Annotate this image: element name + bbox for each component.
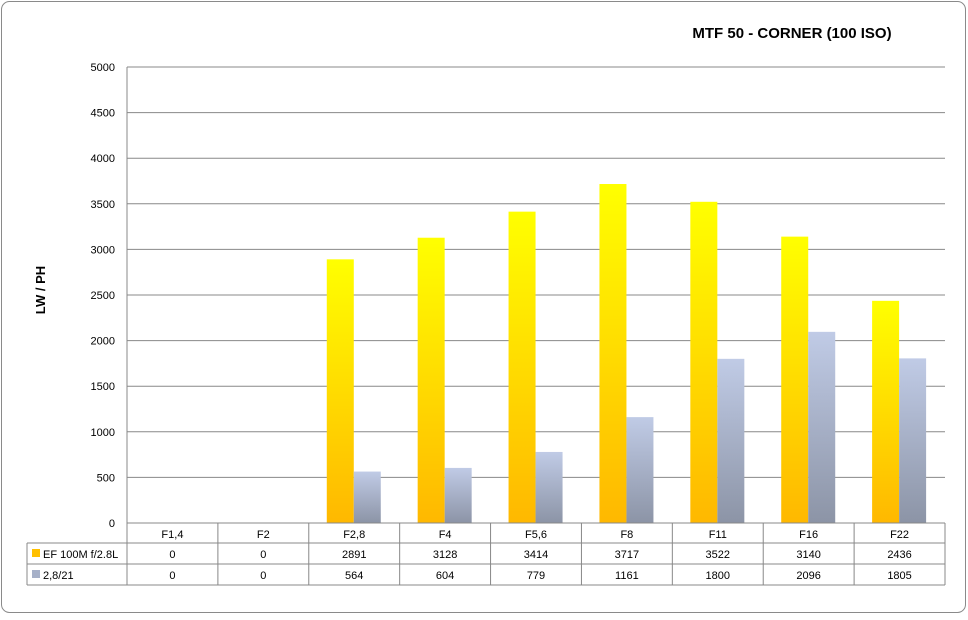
data-table-value: 2436 — [887, 549, 911, 561]
y-tick-label: 3000 — [91, 244, 115, 256]
x-tick-label: F4 — [439, 529, 452, 541]
data-table-value: 0 — [169, 549, 175, 561]
data-table-value: 0 — [260, 549, 266, 561]
y-tick-label: 1500 — [91, 381, 115, 393]
y-tick-label: 5000 — [91, 62, 115, 74]
x-tick-label: F11 — [709, 529, 727, 541]
bar-2-8-21-F8 — [626, 417, 654, 523]
bar-2-8-21-F16 — [808, 331, 836, 523]
data-table-value: 1805 — [887, 570, 911, 582]
data-table-value: 779 — [527, 570, 545, 582]
x-tick-label: F1,4 — [161, 529, 183, 541]
bar-ef100m-F22 — [872, 300, 900, 523]
data-table-value: 3414 — [524, 549, 548, 561]
y-axis-label: LW / PH — [33, 266, 48, 314]
data-table-value: 2096 — [796, 570, 820, 582]
legend-entry: EF 100M f/2.8L — [43, 549, 118, 561]
bar-ef100m-F2,8 — [326, 259, 354, 523]
y-tick-label: 1000 — [91, 427, 115, 439]
x-tick-label: F16 — [799, 529, 818, 541]
y-tick-label: 500 — [97, 472, 115, 484]
y-tick-label: 2500 — [91, 290, 115, 302]
x-tick-label: F5,6 — [525, 529, 547, 541]
y-tick-label: 4000 — [91, 153, 115, 165]
data-table-value: 0 — [260, 570, 266, 582]
bar-2-8-21-F4 — [444, 467, 472, 523]
y-tick-label: 0 — [109, 518, 115, 530]
bar-ef100m-F11 — [690, 201, 718, 524]
data-table-value: 1800 — [706, 570, 730, 582]
legend-entry: 2,8/21 — [43, 570, 74, 582]
data-table-value: 604 — [436, 570, 454, 582]
y-tick-label: 3500 — [91, 199, 115, 211]
bar-ef100m-F16 — [781, 236, 809, 523]
data-table-value: 2891 — [342, 549, 366, 561]
chart-title: MTF 50 - CORNER (100 ISO) — [692, 25, 891, 42]
data-table-value: 0 — [169, 570, 175, 582]
x-tick-label: F2 — [257, 529, 270, 541]
x-tick-label: F8 — [620, 529, 633, 541]
bar-2-8-21-F11 — [717, 358, 745, 523]
bar-2-8-21-F2,8 — [353, 471, 381, 523]
bar-2-8-21-F22 — [899, 358, 927, 523]
x-tick-label: F22 — [890, 529, 909, 541]
bar-ef100m-F4 — [417, 237, 445, 524]
bar-2-8-21-F5,6 — [535, 451, 563, 523]
y-tick-label: 4500 — [91, 108, 115, 120]
legend-swatch — [32, 570, 40, 578]
y-tick-label: 2000 — [91, 336, 115, 348]
data-table-value: 3128 — [433, 549, 457, 561]
data-table-value: 3717 — [615, 549, 639, 561]
x-tick-label: F2,8 — [343, 529, 365, 541]
bar-ef100m-F5,6 — [508, 211, 536, 524]
data-table-value: 564 — [345, 570, 363, 582]
data-table-value: 1161 — [615, 570, 639, 582]
data-table-value: 3522 — [706, 549, 730, 561]
bar-ef100m-F8 — [599, 184, 627, 524]
legend-swatch — [32, 549, 40, 557]
data-table-value: 3140 — [796, 549, 820, 561]
